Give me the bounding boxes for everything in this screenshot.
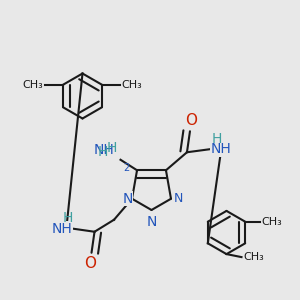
Text: H: H [62, 211, 73, 225]
Text: CH₃: CH₃ [243, 252, 264, 262]
Text: H: H [97, 145, 108, 159]
Text: NH: NH [211, 142, 232, 156]
Text: CH₃: CH₃ [262, 217, 283, 227]
Text: CH₃: CH₃ [23, 80, 44, 90]
Text: NH: NH [51, 222, 72, 236]
Text: O: O [185, 113, 197, 128]
Text: CH₃: CH₃ [122, 80, 142, 90]
Text: N: N [146, 214, 157, 229]
Text: O: O [84, 256, 96, 271]
Text: NH: NH [94, 143, 115, 157]
Text: H: H [212, 132, 222, 146]
Text: N: N [174, 192, 183, 205]
Text: N: N [122, 192, 133, 206]
Text: H: H [106, 141, 117, 155]
Text: 2: 2 [124, 163, 130, 173]
